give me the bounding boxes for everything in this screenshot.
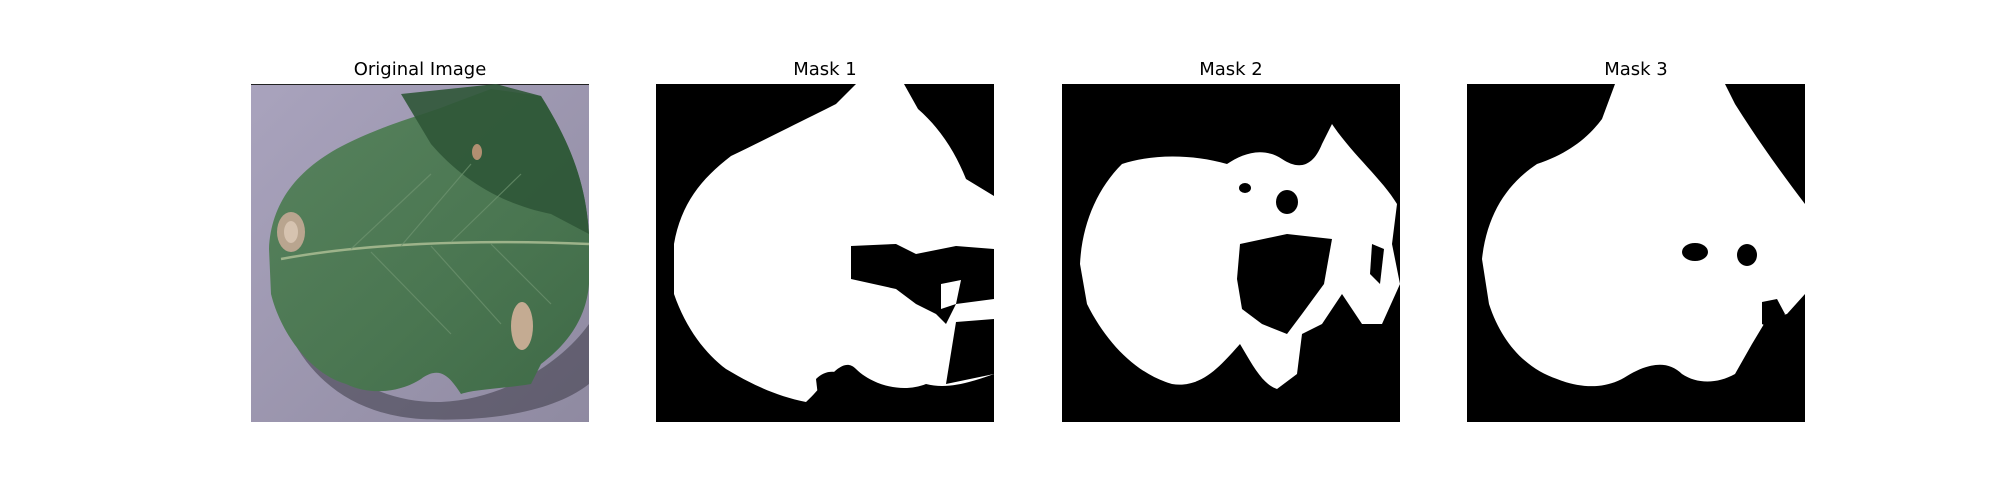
original-leaf-image bbox=[251, 84, 589, 422]
mask-1-image bbox=[656, 84, 994, 422]
mask-3-panel bbox=[1467, 84, 1805, 422]
mask-2-panel bbox=[1062, 84, 1400, 422]
panel-title-mask-3: Mask 3 bbox=[1604, 59, 1668, 80]
mask-1-panel bbox=[656, 84, 994, 422]
panel-title-original: Original Image bbox=[353, 59, 487, 80]
original-image-panel bbox=[251, 84, 589, 422]
panel-title-mask-2: Mask 2 bbox=[1199, 59, 1263, 80]
panel-title-mask-1: Mask 1 bbox=[793, 59, 857, 80]
mask-3-image bbox=[1467, 84, 1805, 422]
mask-2-image bbox=[1062, 84, 1400, 422]
